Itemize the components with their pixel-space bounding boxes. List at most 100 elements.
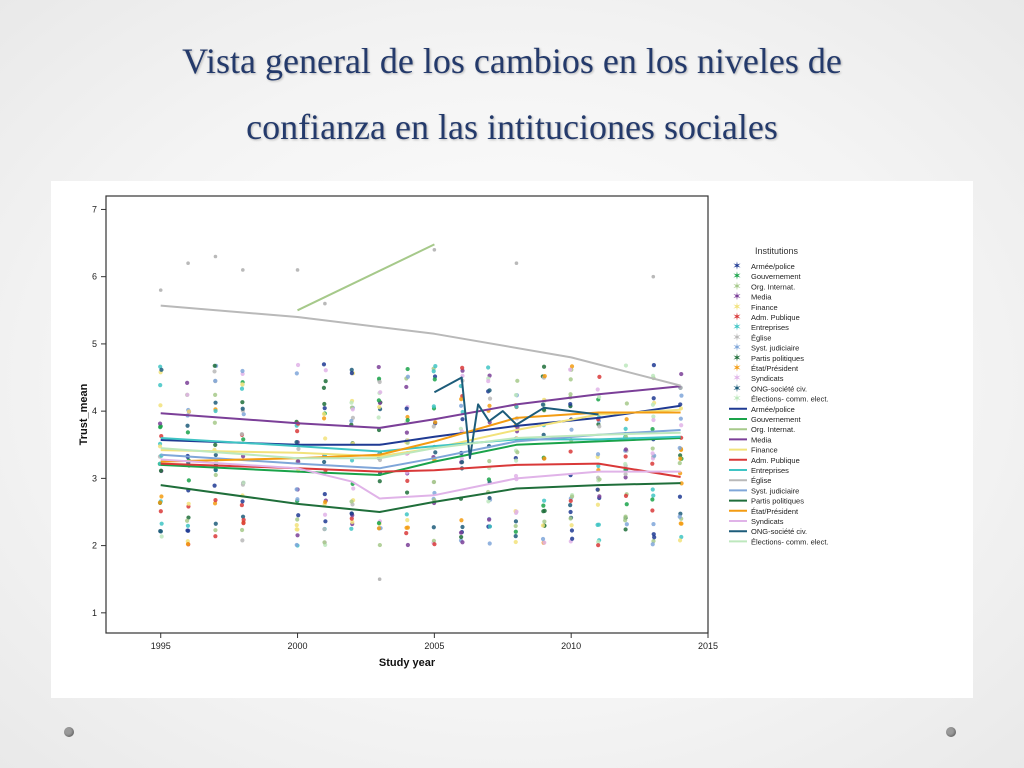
observation-point <box>322 512 328 517</box>
observation-point <box>541 498 547 503</box>
observation-point <box>186 501 191 506</box>
observation-point <box>322 540 327 545</box>
slide-decoration-dot-left <box>64 727 74 737</box>
observation-point <box>596 543 601 548</box>
y-tick-label: 7 <box>92 204 97 214</box>
observation-point <box>241 412 246 417</box>
observation-point <box>376 521 382 526</box>
legend-series-label: Armée/police <box>751 405 795 414</box>
observation-point <box>569 427 574 432</box>
legend-marker-icon: ✶ <box>732 392 741 405</box>
observation-point <box>650 426 655 432</box>
observation-point <box>185 528 190 533</box>
y-tick-label: 2 <box>92 541 97 551</box>
observation-point <box>405 374 411 379</box>
observation-point <box>513 392 519 398</box>
observation-point <box>376 364 381 370</box>
observation-point <box>677 514 682 519</box>
observation-point <box>404 406 409 411</box>
legend-marker-icon: ✶ <box>732 260 741 273</box>
observation-point <box>651 521 656 527</box>
x-tick-label: 2010 <box>561 641 581 651</box>
x-tick-label: 2005 <box>424 641 444 651</box>
observation-point <box>650 373 656 378</box>
observation-point <box>295 268 300 272</box>
observation-point <box>568 367 573 372</box>
slide-title-line-2: confianza en las intituciones sociales <box>246 107 778 147</box>
observation-point <box>652 535 657 540</box>
observation-point <box>432 542 437 547</box>
observation-point <box>431 404 436 409</box>
observation-point <box>568 401 573 407</box>
observation-point <box>596 463 601 469</box>
observation-point <box>623 514 628 519</box>
observation-point <box>433 364 438 369</box>
observation-point <box>295 517 300 522</box>
chart-panel: 1995 2000 2005 2010 2015 1 2 3 4 5 6 7 Study year Tru… <box>51 181 973 698</box>
legend-series-label: Syndicats <box>751 517 784 526</box>
observation-point <box>542 456 547 461</box>
legend-series-label: Partis politiques <box>751 497 804 506</box>
observation-point <box>405 525 410 530</box>
observation-point <box>513 523 518 529</box>
legend-marker-label: Media <box>751 293 772 302</box>
observation-point <box>650 508 655 513</box>
observation-point <box>487 517 492 522</box>
observation-point <box>159 521 164 526</box>
observation-point <box>542 374 547 379</box>
observation-point <box>212 420 217 425</box>
observation-point <box>322 406 327 411</box>
observation-point <box>294 542 299 548</box>
observation-point <box>650 402 656 407</box>
observation-point <box>322 459 327 465</box>
legend-marker-icon: ✶ <box>732 341 741 354</box>
observation-points <box>157 247 684 582</box>
observation-point <box>487 403 492 408</box>
observation-point <box>239 502 244 508</box>
observation-point <box>541 503 546 508</box>
observation-point <box>515 378 520 383</box>
observation-point <box>295 497 300 502</box>
observation-point <box>213 442 218 447</box>
observation-point <box>460 417 465 422</box>
legend-marker-icon: ✶ <box>732 321 741 334</box>
legend-marker-label: Gouvernement <box>751 272 802 281</box>
observation-point <box>377 577 382 582</box>
observation-point <box>597 424 602 429</box>
observation-point <box>487 541 492 546</box>
observation-point <box>623 527 628 532</box>
observation-point <box>568 498 573 504</box>
observation-point <box>623 454 628 459</box>
observation-point <box>431 525 436 530</box>
observation-point <box>378 390 383 395</box>
observation-point <box>405 542 410 548</box>
observation-point <box>650 487 655 492</box>
legend-marker-icon: ✶ <box>732 372 741 385</box>
observation-point <box>678 453 683 458</box>
observation-point <box>294 527 299 532</box>
observation-point <box>433 450 438 455</box>
observation-point <box>296 459 301 464</box>
observation-point <box>568 377 573 382</box>
observation-point <box>212 369 217 374</box>
observation-point <box>349 400 354 405</box>
observation-point <box>239 527 245 533</box>
observation-point <box>186 515 191 520</box>
legend-marker-icon: ✶ <box>732 351 741 364</box>
observation-point <box>540 402 546 407</box>
observation-point <box>487 495 492 501</box>
observation-point <box>650 497 655 502</box>
observation-point <box>376 427 382 433</box>
observation-point <box>185 430 190 435</box>
series-line <box>297 243 435 312</box>
legend-series-label: Org. Internat. <box>751 425 795 434</box>
observation-point <box>513 534 518 539</box>
observation-point <box>294 440 299 445</box>
observation-point <box>513 529 518 534</box>
observation-point <box>623 426 628 431</box>
observation-point <box>459 397 464 402</box>
observation-point <box>240 514 246 519</box>
observation-point <box>568 516 573 521</box>
observation-point <box>678 521 683 526</box>
observation-point <box>294 371 299 376</box>
